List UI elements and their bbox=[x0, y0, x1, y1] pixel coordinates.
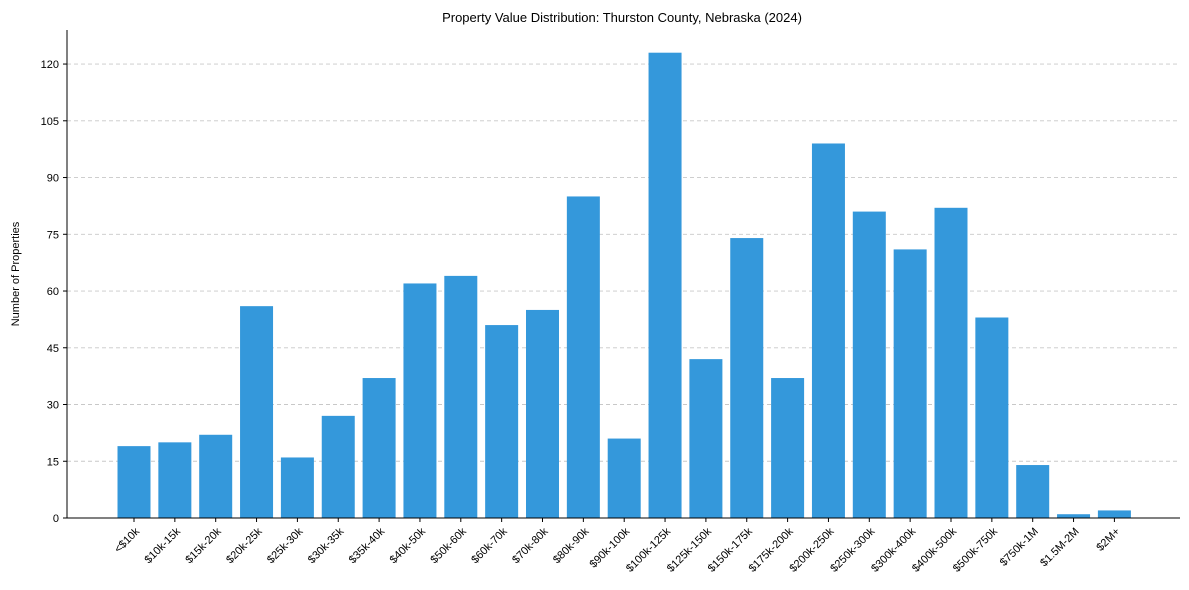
bar bbox=[1016, 465, 1050, 518]
bar bbox=[934, 207, 968, 518]
y-tick-label: 60 bbox=[47, 286, 59, 298]
bar bbox=[199, 434, 233, 518]
y-tick-label: 15 bbox=[47, 456, 59, 468]
bar bbox=[607, 438, 641, 518]
y-tick-label: 75 bbox=[47, 229, 59, 241]
x-tick-label: $40k-50k bbox=[388, 525, 429, 566]
bar bbox=[117, 446, 151, 518]
y-tick-label: 105 bbox=[41, 116, 59, 128]
y-tick-label: 45 bbox=[47, 343, 59, 355]
x-tick-label: $70k-80k bbox=[510, 525, 551, 566]
y-tick-label: 30 bbox=[47, 400, 59, 412]
x-tick-label: $2M+ bbox=[1094, 526, 1122, 554]
bar bbox=[1097, 510, 1131, 518]
bar bbox=[362, 378, 396, 518]
bar bbox=[975, 317, 1009, 518]
bar bbox=[566, 196, 600, 518]
bar bbox=[730, 238, 764, 518]
x-tick-label: $1.5M-2M bbox=[1038, 526, 1082, 570]
bar bbox=[240, 306, 274, 518]
bar bbox=[771, 378, 805, 518]
y-tick-label: 0 bbox=[53, 513, 59, 525]
bar bbox=[648, 52, 682, 519]
y-axis-label: Number of Properties bbox=[10, 221, 22, 326]
bar bbox=[158, 442, 192, 518]
bar bbox=[689, 359, 723, 518]
x-tick-label: $30k-35k bbox=[306, 525, 347, 566]
x-tick-label: <$10k bbox=[112, 525, 142, 555]
x-tick-label: $60k-70k bbox=[469, 525, 510, 566]
y-tick-label: 90 bbox=[47, 173, 59, 185]
bars bbox=[117, 52, 1131, 519]
x-ticks: <$10k $10k-15k $15k-20k $20k-25k $25k-30k $30… bbox=[112, 518, 1123, 575]
bar bbox=[403, 283, 437, 518]
y-tick-label: 120 bbox=[41, 59, 59, 71]
bar bbox=[852, 211, 886, 518]
x-tick-label: $15k-20k bbox=[183, 525, 224, 566]
bar bbox=[280, 457, 314, 518]
chart-title: Property Value Distribution: Thurston Co… bbox=[442, 10, 802, 25]
bar bbox=[444, 275, 478, 518]
x-tick-label: $20k-25k bbox=[224, 525, 265, 566]
x-tick-label: $25k-30k bbox=[265, 525, 306, 566]
x-tick-label: $10k-15k bbox=[142, 525, 183, 566]
y-ticks: 0 15 30 45 60 75 90 105 120 bbox=[41, 59, 67, 525]
bar bbox=[811, 143, 845, 518]
x-tick-label: $50k-60k bbox=[428, 525, 469, 566]
bar bbox=[893, 249, 927, 518]
bar bbox=[526, 309, 559, 518]
x-tick-label: $750k-1M bbox=[998, 526, 1041, 569]
x-tick-label: $35k-40k bbox=[347, 525, 388, 566]
bar bbox=[485, 325, 519, 518]
bar bbox=[321, 415, 355, 518]
grid-lines bbox=[67, 63, 1180, 462]
bar bbox=[1057, 514, 1091, 518]
x-tick-label: $500k-750k bbox=[951, 525, 1000, 574]
x-tick-label: $80k-90k bbox=[551, 525, 592, 566]
